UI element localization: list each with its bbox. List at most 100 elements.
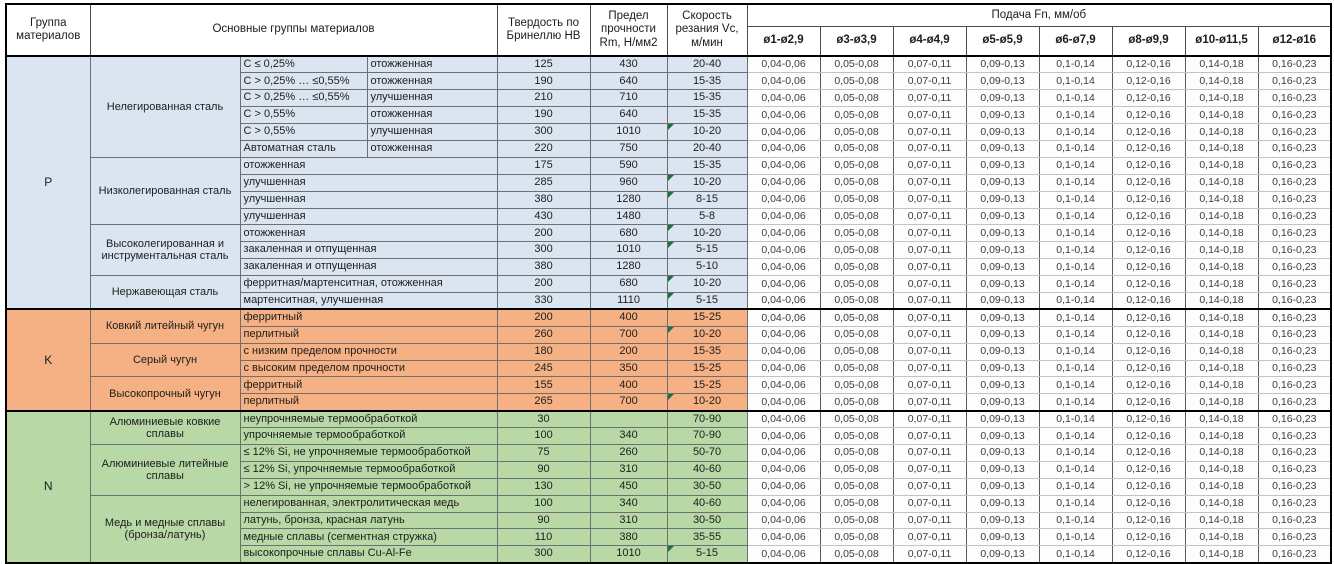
feed-cell: 0,09-0,13: [965, 207, 1040, 226]
feed-cell: 0,16-0,23: [1257, 460, 1332, 479]
feed-cell: 0,05-0,08: [819, 106, 894, 125]
speed-cell: 5-15: [666, 241, 748, 260]
strength-cell: 1010: [589, 241, 668, 260]
speed-cell: 70-90: [666, 409, 748, 429]
feed-cell: 0,04-0,06: [746, 359, 821, 378]
strength-cell: 1280: [589, 258, 668, 277]
feed-cell: 0,05-0,08: [819, 258, 894, 277]
speed-cell: 15-35: [666, 342, 748, 361]
feed-cell: 0,05-0,08: [819, 477, 894, 496]
feed-cell: 0,12-0,16: [1111, 427, 1186, 445]
speed-cell-value: 30-50: [692, 513, 722, 526]
strength-cell: 1010: [589, 123, 668, 141]
header-dia-3: ø4-ø4,9: [892, 25, 967, 57]
hardness-cell: 265: [496, 393, 591, 412]
speed-cell-value: 5-15: [696, 293, 719, 306]
hardness-cell: 90: [496, 460, 591, 479]
speed-cell: 40-60: [666, 460, 748, 479]
header-dia-7: ø10-ø11,5: [1184, 25, 1259, 57]
feed-cell: 0,05-0,08: [819, 427, 894, 445]
feed-cell: 0,09-0,13: [965, 89, 1040, 108]
comment-flag-icon: [668, 242, 674, 249]
header-dia-4: ø5-ø5,9: [965, 25, 1040, 57]
feed-cell: 0,07-0,11: [892, 258, 967, 277]
feed-cell: 0,05-0,08: [819, 275, 894, 293]
feed-cell: 0,05-0,08: [819, 291, 894, 310]
feed-cell: 0,09-0,13: [965, 359, 1040, 378]
material-cell: улучшенная: [239, 207, 498, 226]
table-row: Серый чугун с низким пределом прочности 18…: [6, 342, 1332, 378]
table-row: Нержавеющая сталь ферритная/мартенситная,…: [6, 275, 1332, 310]
speed-cell: 15-35: [666, 156, 748, 175]
feed-cell: 0,12-0,16: [1111, 409, 1186, 429]
feed-cell: 0,04-0,06: [746, 224, 821, 243]
feed-cell: 0,14-0,18: [1184, 190, 1259, 209]
speed-cell-value: 10-20: [692, 395, 722, 408]
strength-cell: 680: [589, 275, 668, 293]
hardness-cell: 245: [496, 359, 591, 378]
material-cell: ≤ 12% Si, не упрочняемые термообработкой: [239, 443, 498, 462]
strength-cell: 640: [589, 72, 668, 91]
feed-cell: 0,07-0,11: [892, 72, 967, 91]
feed-cell: 0,16-0,23: [1257, 72, 1332, 91]
speed-cell-value: 30-50: [692, 479, 722, 492]
feed-cell: 0,04-0,06: [746, 325, 821, 344]
hardness-cell: 330: [496, 291, 591, 310]
hardness-cell: 300: [496, 545, 591, 564]
header-hardness: Твердость по Бринеллю HB: [496, 3, 591, 57]
hardness-cell: 210: [496, 89, 591, 108]
hardness-cell: 100: [496, 494, 591, 513]
feed-cell: 0,1-0,14: [1038, 477, 1113, 496]
table-row: Медь и медные сплавы (бронза/латунь) неле…: [6, 494, 1332, 564]
table-row: C > 0,55% отожженная 190 640 15-35 0,04-0,06 0…: [6, 106, 1332, 125]
feed-cell: 0,1-0,14: [1038, 291, 1113, 310]
speed-cell-value: 10-20: [692, 327, 722, 340]
header-dia-5: ø6-ø7,9: [1038, 25, 1113, 57]
speed-cell: 8-15: [666, 190, 748, 209]
feed-cell: 0,1-0,14: [1038, 409, 1113, 429]
speed-cell: 5-8: [666, 207, 748, 226]
feed-cell: 0,09-0,13: [965, 460, 1040, 479]
feed-cell: 0,09-0,13: [965, 291, 1040, 310]
feed-cell: 0,12-0,16: [1111, 460, 1186, 479]
strength-cell: 400: [589, 376, 668, 395]
feed-cell: 0,14-0,18: [1184, 511, 1259, 530]
feed-cell: 0,1-0,14: [1038, 275, 1113, 293]
feed-cell: 0,09-0,13: [965, 325, 1040, 344]
strength-cell: 310: [589, 460, 668, 479]
feed-cell: 0,12-0,16: [1111, 359, 1186, 378]
feed-cell: 0,04-0,06: [746, 275, 821, 293]
speed-cell-value: 10-20: [692, 175, 722, 188]
table-row: K Ковкий литейный чугун ферритный 200 400 15-…: [5, 308, 1332, 412]
speed-cell-value: 8-15: [696, 192, 719, 205]
table-row: закаленная и отпущенная 380 1280 5-10 0,04-0…: [6, 258, 1332, 277]
feed-cell: 0,1-0,14: [1038, 55, 1113, 74]
feed-cell: 0,14-0,18: [1184, 207, 1259, 226]
comment-flag-icon: [668, 175, 674, 181]
speed-cell: 10-20: [666, 173, 748, 192]
speed-cell: 20-40: [666, 139, 748, 158]
subgroup-cell: Ковкий литейный чугун: [89, 308, 241, 344]
feed-cell: 0,04-0,06: [746, 139, 821, 158]
feed-cell: 0,16-0,23: [1257, 308, 1332, 327]
material-cell: мартенситная, улучшенная: [239, 291, 498, 310]
feed-cell: 0,04-0,06: [746, 72, 821, 91]
subgroup-cell: Нержавеющая сталь: [89, 275, 241, 310]
group-cell: P: [5, 54, 91, 310]
feed-cell: 0,05-0,08: [819, 139, 894, 158]
feed-cell: 0,07-0,11: [892, 308, 967, 327]
speed-cell-value: 20-40: [692, 57, 722, 70]
hardness-cell: 200: [496, 308, 591, 327]
speed-cell: 10-20: [666, 224, 748, 243]
feed-cell: 0,09-0,13: [965, 376, 1040, 395]
speed-cell-value: 15-25: [692, 311, 722, 324]
strength-cell: 640: [589, 106, 668, 125]
speed-cell: 30-50: [666, 511, 748, 530]
feed-cell: 0,07-0,11: [892, 545, 967, 564]
feed-cell: 0,07-0,11: [892, 409, 967, 429]
feed-cell: 0,09-0,13: [965, 123, 1040, 141]
feed-cell: 0,14-0,18: [1184, 443, 1259, 462]
hardness-cell: 200: [496, 224, 591, 243]
speed-cell: 10-20: [666, 393, 748, 412]
material-cell: улучшенная: [239, 190, 498, 209]
